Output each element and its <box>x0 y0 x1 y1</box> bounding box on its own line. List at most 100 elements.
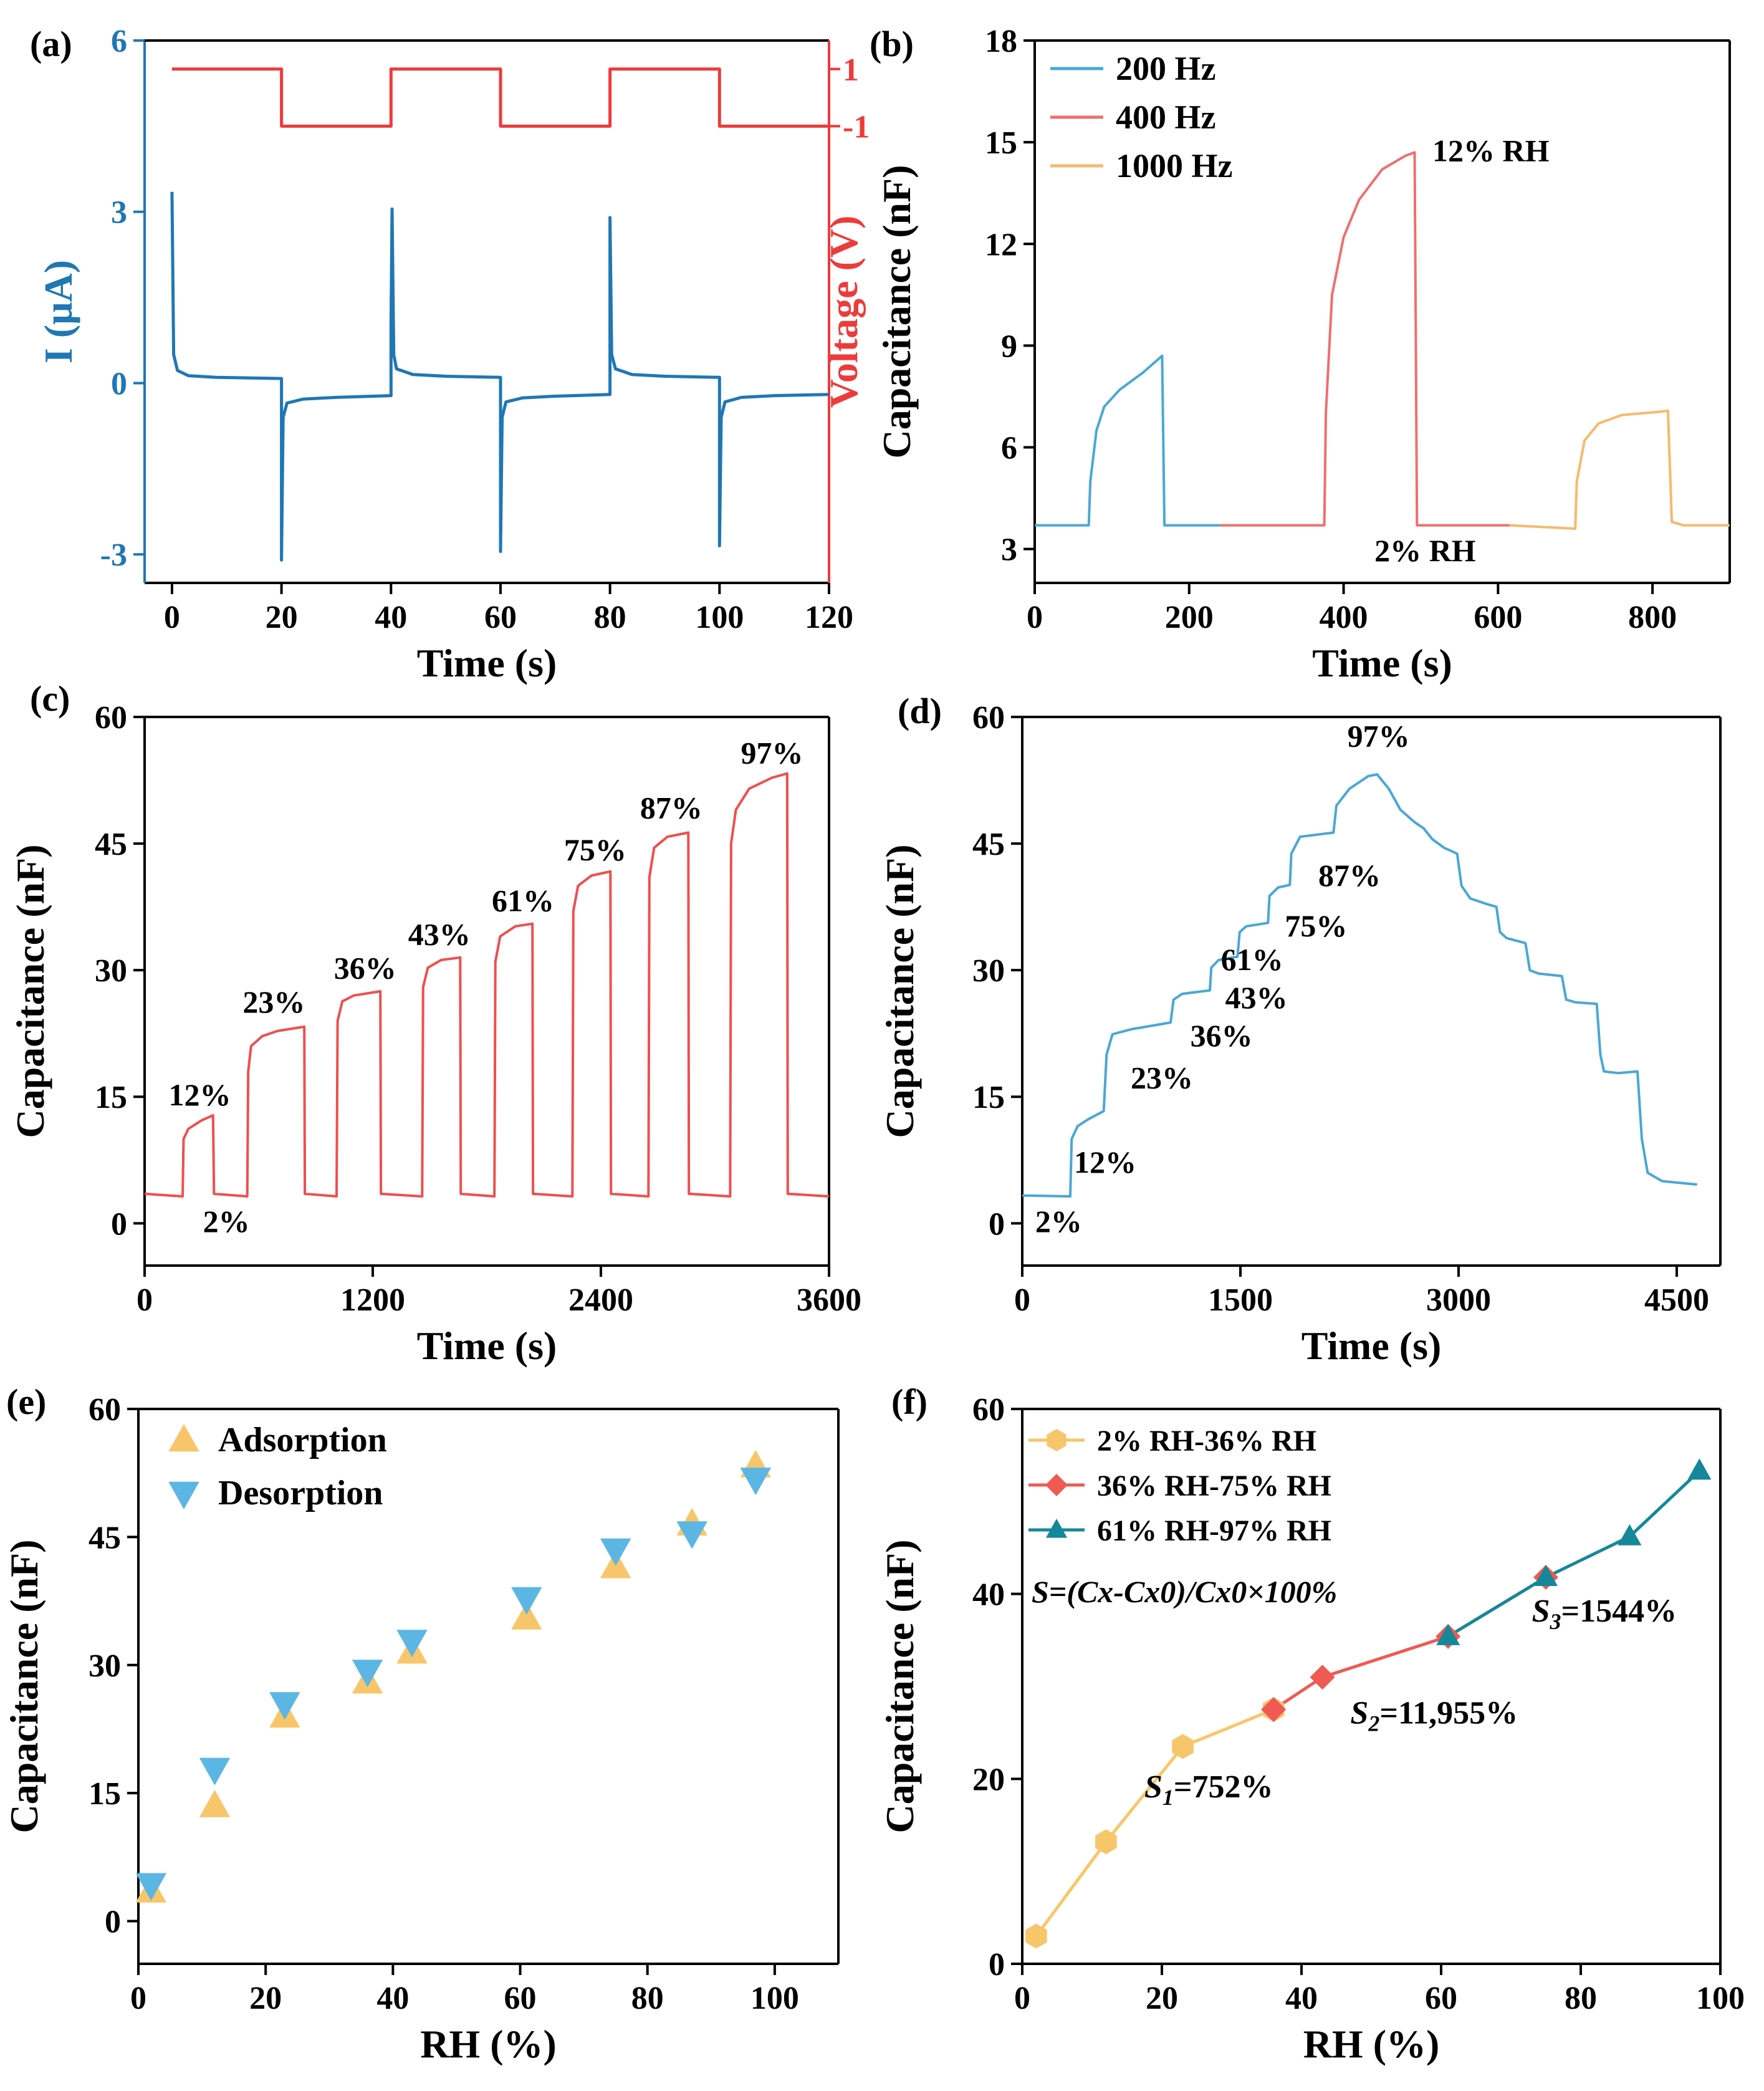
panel-a-x-axis-label: Time (s) <box>417 641 557 685</box>
panel-f-legend-label: 2% RH-36% RH <box>1097 1425 1316 1458</box>
panel-d-y-tick-label: 15 <box>972 1080 1005 1115</box>
panel-c-x-axis-label: Time (s) <box>417 1324 557 1368</box>
panel-c-annotation: 97% <box>741 735 803 770</box>
panel-f-legend-marker <box>1047 1429 1067 1451</box>
panel-a-right-axis-group: 1 -1 Voltage (V) <box>822 52 870 408</box>
panel-f-data-marker <box>1687 1458 1712 1480</box>
panel-a-x-tick-label: 40 <box>375 600 407 635</box>
panel-f-data-marker <box>1436 1623 1460 1645</box>
panel-e-legend-marker <box>168 1424 199 1452</box>
panel-c-y-tick-label: 45 <box>95 827 127 862</box>
panel-f-x-tick-label: 0 <box>1014 1981 1030 2016</box>
panel-b-y-tick-label: 12 <box>985 227 1017 262</box>
panel-f-annotation: S2=11,955% <box>1350 1695 1518 1736</box>
panel-a-right-tick-label: 1 <box>843 52 859 88</box>
panel-a-letter: (a) <box>30 24 72 64</box>
panel-d-annotation: 97% <box>1348 718 1410 753</box>
panel-a-x-tick-label: 20 <box>266 600 298 635</box>
panel-f-data-marker <box>1172 1734 1194 1759</box>
panel-e-legend-marker <box>168 1481 199 1509</box>
panel-e-axes: 0 20 40 60 80 100 0 15 30 45 60 RH (%) Capacitance (… <box>2 1392 840 2066</box>
panel-f-data-marker <box>1618 1524 1642 1545</box>
panel-e-x-tick-label: 20 <box>249 1981 282 2016</box>
panel-a-y-tick-label: -3 <box>100 537 127 573</box>
panel-f-y-tick-label: 20 <box>972 1762 1005 1797</box>
panel-e-x-tick-label: 0 <box>130 1981 146 2016</box>
panel-f-data-marker <box>1261 1697 1287 1723</box>
panel-c-annotation: 23% <box>242 984 305 1019</box>
panel-d-annotation: 87% <box>1318 858 1381 893</box>
panel-f-annotation-value: =1544% <box>1561 1593 1677 1629</box>
panel-d-y-tick-label: 30 <box>972 953 1005 989</box>
panel-c-annotation: 61% <box>492 883 554 918</box>
panel-e-y-tick-label: 45 <box>89 1520 121 1555</box>
panel-a-x-tick-label: 80 <box>594 600 626 635</box>
panel-c-y-tick-label: 60 <box>95 700 127 736</box>
panel-e-x-tick-label: 100 <box>750 1981 799 2016</box>
panel-b-letter: (b) <box>870 24 914 64</box>
panel-f-letter: (f) <box>891 1382 928 1422</box>
panel-f-x-tick-label: 40 <box>1285 1981 1318 2016</box>
panel-c-annotation: 2% <box>203 1204 250 1239</box>
panel-f-y-tick-label: 40 <box>972 1577 1005 1613</box>
panel-a-x-tick-label: 0 <box>164 600 180 635</box>
panel-d-x-tick-label: 3000 <box>1426 1282 1491 1318</box>
panel-f-x-tick-label: 80 <box>1565 1981 1597 2016</box>
panel-a-y-tick-label: 6 <box>111 24 127 59</box>
panel-d-annotation: 23% <box>1131 1060 1193 1095</box>
panel-e-adsorption-marker <box>511 1602 542 1630</box>
panel-b-x-tick-label: 600 <box>1474 600 1522 635</box>
panel-d-y-axis-label: Capacitance (nF) <box>878 844 922 1138</box>
panel-e-y-tick-label: 30 <box>89 1648 121 1684</box>
panel-e-desorption-marker <box>352 1660 383 1688</box>
panel-a-y-tick-label: 3 <box>111 195 127 231</box>
panel-d-x-tick-label: 1500 <box>1208 1282 1273 1318</box>
panel-c-x-tick-label: 2400 <box>568 1282 633 1318</box>
panel-f-series-line <box>1447 1469 1701 1638</box>
panel-f-x-tick-label: 60 <box>1425 1981 1457 2016</box>
panel-b-x-tick-label: 0 <box>1027 600 1043 635</box>
panel-e-adsorption-marker <box>199 1789 231 1817</box>
panel-a-x-tick-label: 120 <box>805 600 853 635</box>
panel-e-y-tick-label: 0 <box>105 1905 121 1940</box>
panel-f-series-line <box>1035 1708 1275 1937</box>
panel-e-legend-label: Desorption <box>218 1474 383 1512</box>
panel-a-x-tick-label: 100 <box>695 600 744 635</box>
panel-b-legend-label: 200 Hz <box>1116 50 1215 87</box>
panel-f-x-tick-label: 100 <box>1696 1981 1745 2016</box>
panel-c-series-line <box>144 772 830 1198</box>
panel-b-annotation: 12% RH <box>1432 133 1550 168</box>
panel-b-y-axis-label: Capacitance (nF) <box>875 165 919 458</box>
panel-c-annotation: 43% <box>408 917 471 952</box>
panel-c-y-tick-label: 15 <box>95 1080 127 1115</box>
panel-c-letter: (c) <box>30 678 70 719</box>
panel-d-annotation: 61% <box>1221 942 1283 977</box>
panel-f-data-marker <box>1025 1923 1047 1949</box>
panel-f-data-marker <box>1095 1829 1117 1855</box>
panel-a-axes: 0 20 40 60 80 100 120 -3 0 3 6 Time (s) I (μA) <box>36 24 853 685</box>
panel-c-annotation: 87% <box>640 790 702 825</box>
panel-b-y-tick-label: 15 <box>985 125 1017 161</box>
panel-f-annotation-value: =752% <box>1174 1769 1273 1805</box>
panel-c-annotation: 36% <box>334 951 396 986</box>
panel-f-x-tick-label: 20 <box>1146 1981 1178 2016</box>
panel-f-annotation-symbol: S <box>1532 1593 1550 1629</box>
panel-e-legend-label: Adsorption <box>218 1421 387 1459</box>
panel-f-legend-marker <box>1045 1474 1068 1496</box>
panel-b-x-tick-label: 400 <box>1320 600 1368 635</box>
panel-e-y-tick-label: 15 <box>89 1776 121 1812</box>
panel-a-y-axis-label: I (μA) <box>36 260 80 363</box>
panel-d-x-tick-label: 4500 <box>1644 1282 1709 1318</box>
panel-d-annotation: 2% <box>1035 1204 1082 1239</box>
panel-d-annotation: 36% <box>1191 1018 1253 1053</box>
panel-f-legend-label: 61% RH-97% RH <box>1097 1514 1331 1547</box>
panel-f-legend-marker <box>1045 1519 1068 1538</box>
panel-a-current-line <box>170 191 830 562</box>
panel-d-y-tick-label: 60 <box>972 700 1005 736</box>
panel-c-x-tick-label: 3600 <box>797 1282 861 1318</box>
panel-e-desorption-marker <box>269 1692 300 1720</box>
panel-e-desorption-marker <box>199 1757 231 1786</box>
panel-c-y-axis-label: Capacitance (nF) <box>8 844 52 1138</box>
panel-b-x-axis-label: Time (s) <box>1312 641 1452 685</box>
